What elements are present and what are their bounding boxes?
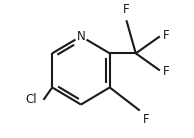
Text: F: F <box>142 113 149 126</box>
Text: Cl: Cl <box>25 93 37 106</box>
Text: N: N <box>77 30 85 43</box>
Text: F: F <box>123 3 130 16</box>
Text: F: F <box>163 29 169 42</box>
Text: F: F <box>163 65 169 78</box>
